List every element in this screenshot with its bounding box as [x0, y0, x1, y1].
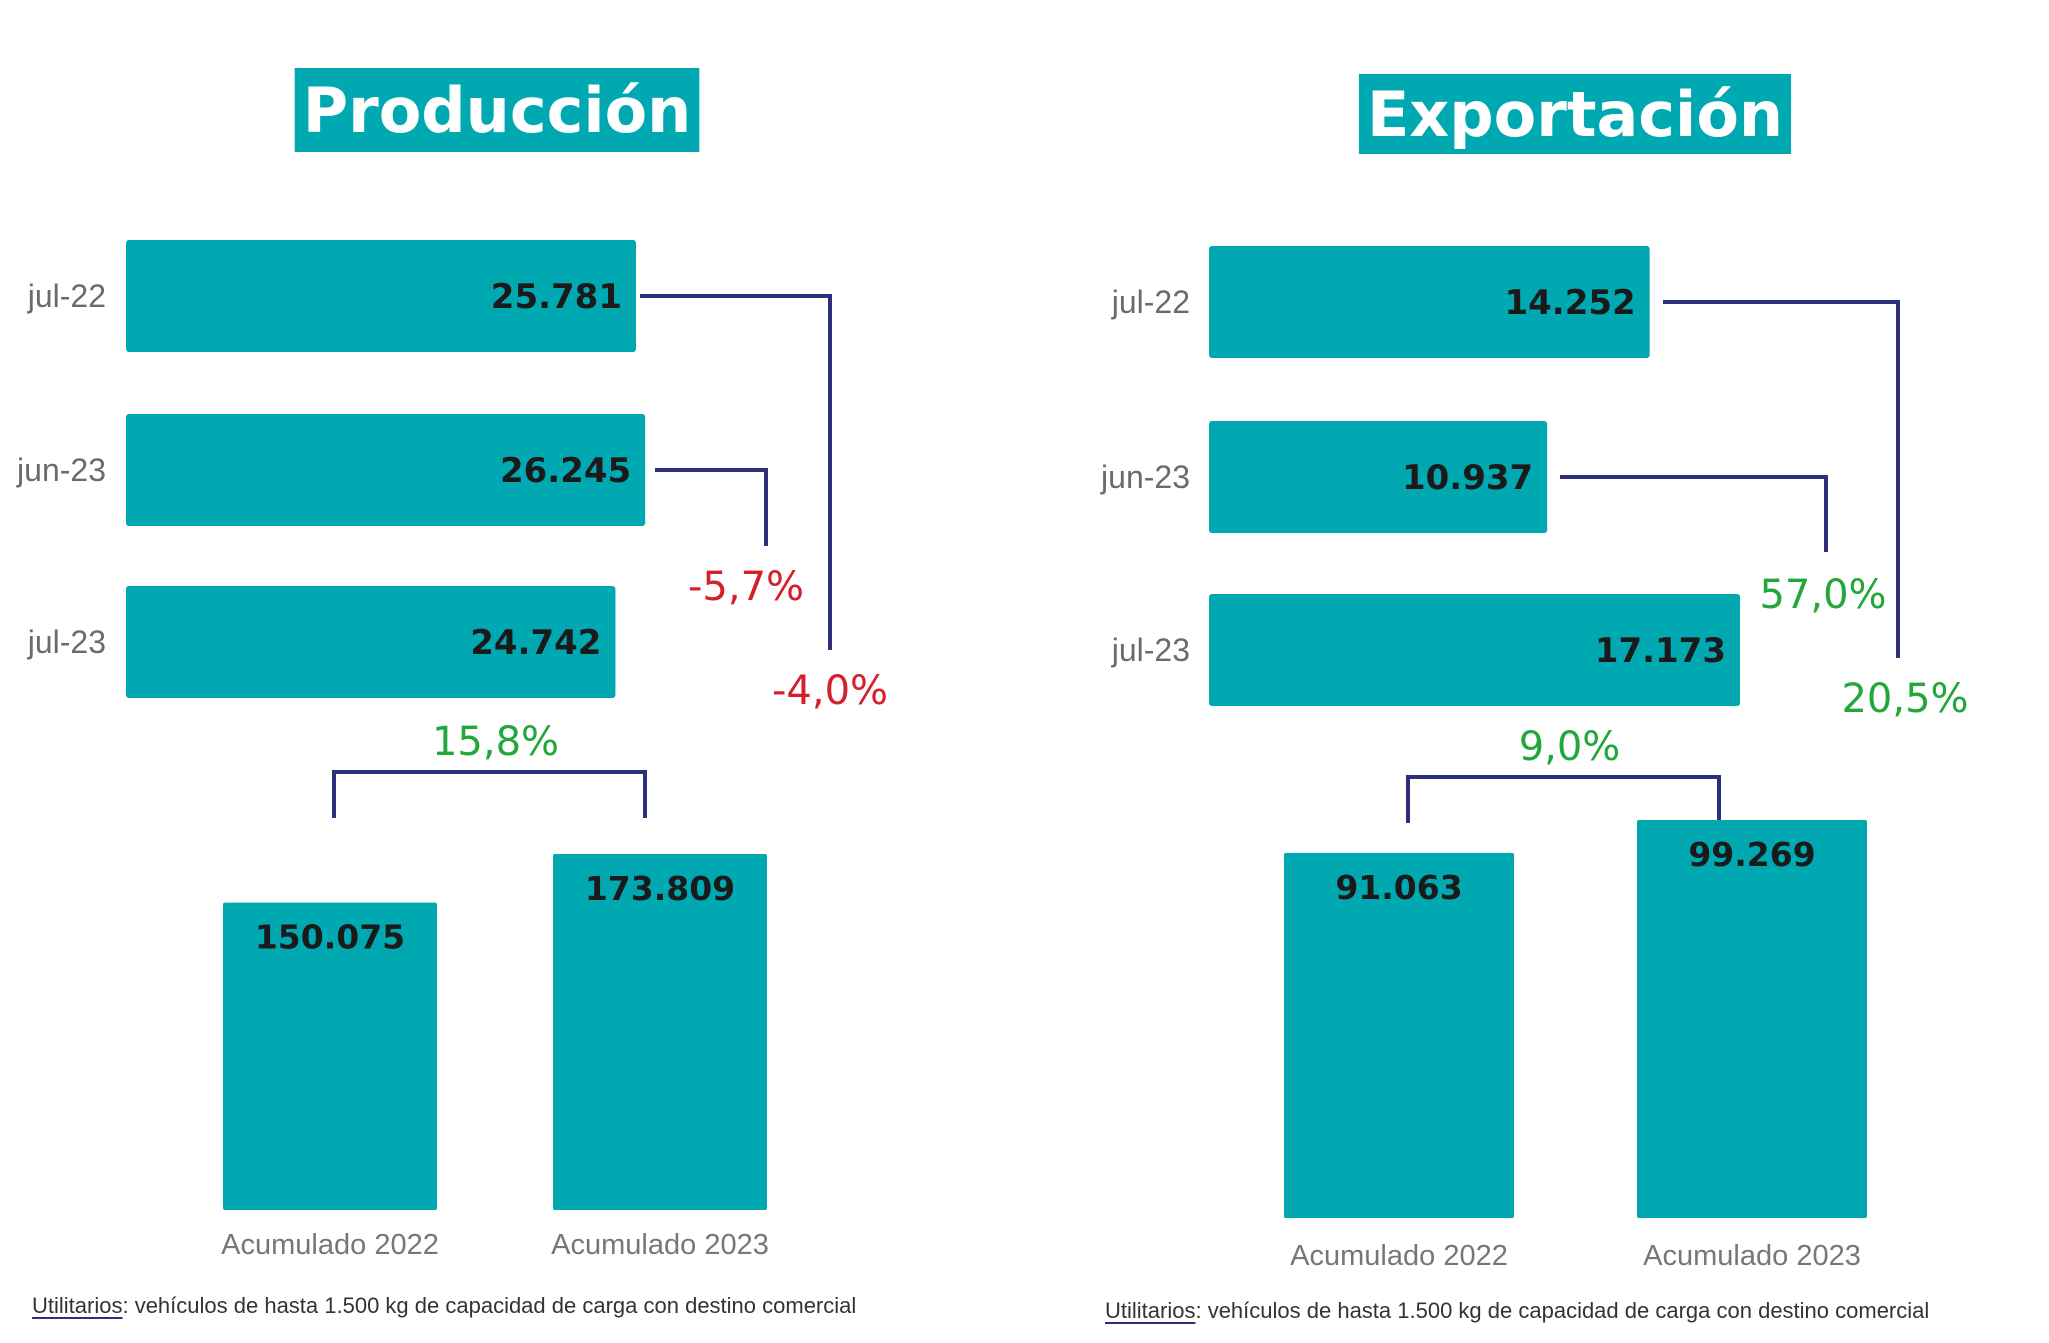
- accumulated-change-bracket: [1406, 775, 1721, 823]
- accumulated-bar: [223, 902, 437, 1210]
- accumulated-bar-value: 99.269: [1688, 835, 1815, 874]
- monthly-category-label: jun-23: [16, 452, 106, 488]
- accumulated-bar: [1637, 820, 1867, 1218]
- accumulated-category-label: Acumulado 2023: [551, 1229, 769, 1261]
- footnote-term: Utilitarios: [1105, 1298, 1195, 1323]
- change-connector-previous-month: [1560, 475, 1828, 552]
- change-connector-same-month-last-year: [640, 294, 832, 650]
- change-connector-same-month-last-year: [1663, 300, 1900, 658]
- panel-title: Producción: [303, 74, 692, 147]
- monthly-category-label: jul-22: [27, 278, 106, 314]
- accumulated-bar-value: 150.075: [255, 918, 405, 957]
- panel-title: Exportación: [1367, 78, 1783, 151]
- monthly-bar: [1209, 594, 1740, 706]
- monthly-bar: [1209, 246, 1650, 358]
- monthly-bar: [1209, 421, 1548, 533]
- footnote-text: : vehículos de hasta 1.500 kg de capacid…: [122, 1293, 856, 1318]
- monthly-bar: [126, 414, 646, 526]
- monthly-bar-value: 10.937: [1402, 458, 1533, 498]
- monthly-bar: [126, 586, 616, 698]
- monthly-category-label: jun-23: [1100, 459, 1190, 495]
- monthly-bar-value: 17.173: [1595, 631, 1726, 671]
- change-label-same-month-last-year: -4,0%: [772, 668, 888, 714]
- accumulated-category-label: Acumulado 2022: [1290, 1240, 1508, 1272]
- monthly-category-label: jul-22: [1111, 284, 1190, 320]
- accumulated-change-label: 9,0%: [1519, 724, 1621, 770]
- accumulated-bar-value: 91.063: [1335, 868, 1462, 907]
- monthly-bar-value: 25.781: [491, 277, 622, 317]
- change-label-same-month-last-year: 20,5%: [1841, 676, 1968, 722]
- footnote-term: Utilitarios: [32, 1293, 122, 1318]
- accumulated-category-label: Acumulado 2022: [221, 1229, 439, 1261]
- monthly-bar-value: 24.742: [470, 623, 601, 663]
- monthly-bar-value: 26.245: [500, 451, 631, 491]
- monthly-category-label: jul-23: [27, 624, 106, 660]
- monthly-category-label: jul-23: [1111, 632, 1190, 668]
- panel-title-background: [1358, 74, 1792, 154]
- accumulated-change-bracket: [332, 770, 647, 818]
- change-label-previous-month: -5,7%: [688, 564, 804, 610]
- monthly-bar-value: 14.252: [1504, 283, 1635, 323]
- monthly-bar: [126, 240, 636, 352]
- footnote-text: : vehículos de hasta 1.500 kg de capacid…: [1195, 1298, 1929, 1323]
- accumulated-bar: [1284, 852, 1514, 1218]
- panel-title-background: [294, 68, 700, 152]
- accumulated-change-label: 15,8%: [432, 719, 559, 765]
- accumulated-bar: [553, 854, 767, 1210]
- accumulated-bar-value: 173.809: [585, 869, 735, 908]
- change-connector-previous-month: [655, 468, 768, 546]
- accumulated-category-label: Acumulado 2023: [1643, 1240, 1861, 1272]
- change-label-previous-month: 57,0%: [1759, 572, 1886, 618]
